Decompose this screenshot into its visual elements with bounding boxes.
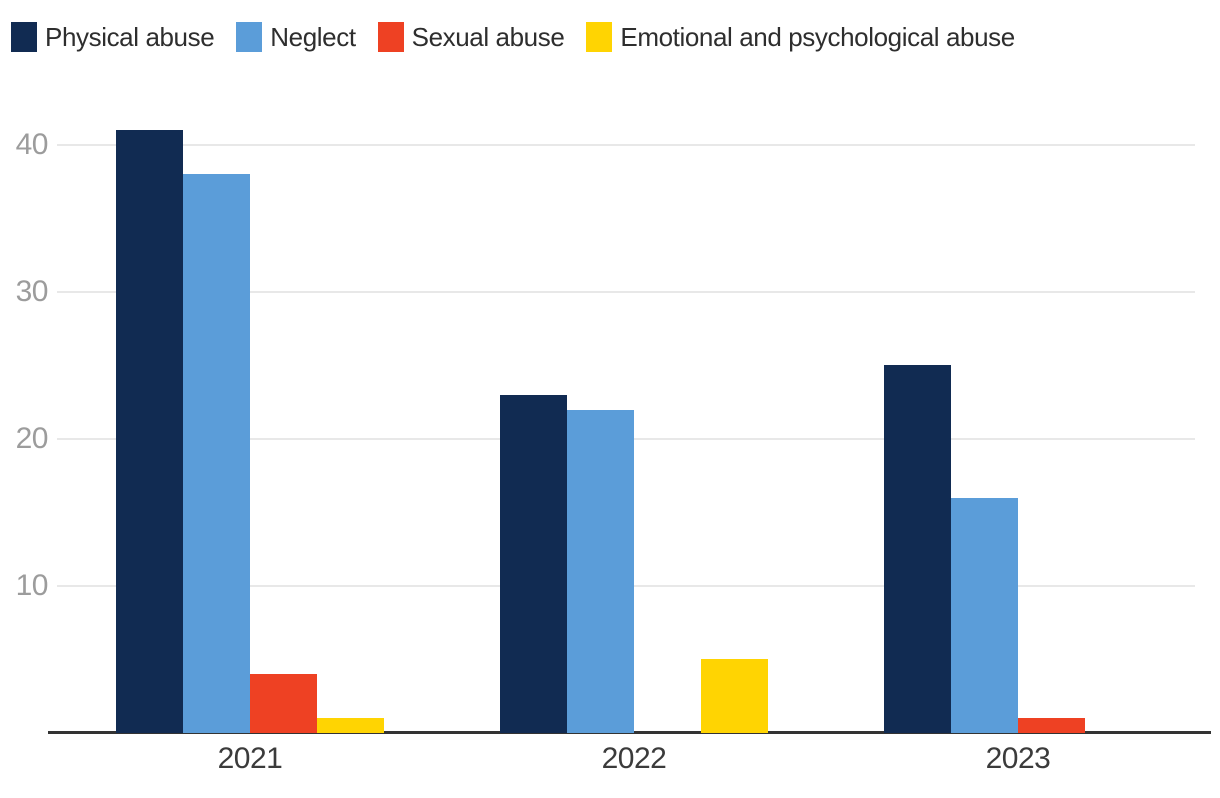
legend-item: Sexual abuse xyxy=(377,21,565,53)
bar-2023-physical-abuse xyxy=(884,365,951,733)
legend-label: Sexual abuse xyxy=(411,21,565,52)
bar-2023-neglect xyxy=(951,498,1018,733)
legend-label: Neglect xyxy=(270,21,356,52)
bar-2021-neglect xyxy=(183,174,250,733)
x-axis-category-label: 2023 xyxy=(985,742,1051,775)
bar-2022-neglect xyxy=(567,410,634,733)
legend-label: Physical abuse xyxy=(45,21,215,52)
legend-swatch-icon xyxy=(11,22,37,52)
legend: Physical abuse Neglect Sexual abuse Emotion… xyxy=(11,20,1015,54)
legend-swatch-icon xyxy=(586,22,613,52)
bar-2023-sexual-abuse xyxy=(1018,718,1085,733)
bar-2021-physical-abuse xyxy=(116,130,183,733)
y-axis-tick-label: 20 xyxy=(15,422,49,455)
x-axis-category-label: 2021 xyxy=(217,742,283,775)
legend-label: Emotional and psychological abuse xyxy=(620,21,1015,52)
bar-2022-emotional-and-psychological-abuse xyxy=(701,659,768,733)
y-axis-tick-label: 30 xyxy=(15,275,49,308)
legend-item: Emotional and psychological abuse xyxy=(586,21,1015,53)
bar-2021-emotional-and-psychological-abuse xyxy=(317,718,384,733)
bar-2021-sexual-abuse xyxy=(250,674,317,733)
legend-item: Neglect xyxy=(236,21,356,53)
gridline xyxy=(57,144,1195,146)
gridline xyxy=(57,291,1195,293)
x-axis-category-label: 2022 xyxy=(601,742,667,775)
y-axis-tick-label: 10 xyxy=(15,569,49,602)
legend-swatch-icon xyxy=(377,22,404,52)
legend-item: Physical abuse xyxy=(11,21,215,53)
y-axis-tick-label: 40 xyxy=(15,128,49,161)
legend-swatch-icon xyxy=(236,22,263,52)
bar-2022-physical-abuse xyxy=(500,395,567,733)
